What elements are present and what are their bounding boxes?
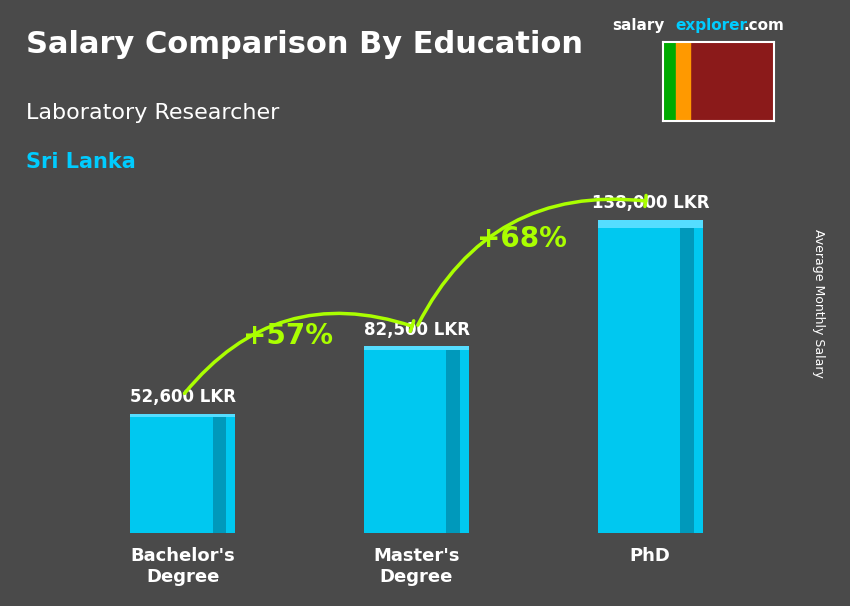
Bar: [446, 346, 460, 533]
Bar: [663, 42, 718, 121]
Text: Salary Comparison By Education: Salary Comparison By Education: [26, 30, 582, 59]
Text: 52,600 LKR: 52,600 LKR: [130, 388, 235, 407]
Bar: [130, 414, 235, 417]
Text: +68%: +68%: [477, 225, 567, 253]
Bar: [663, 42, 677, 121]
Bar: [364, 346, 469, 350]
Bar: [598, 220, 703, 227]
Bar: [718, 42, 774, 121]
Bar: [130, 414, 235, 533]
Text: Average Monthly Salary: Average Monthly Salary: [812, 228, 824, 378]
Bar: [598, 219, 703, 533]
Text: Sri Lanka: Sri Lanka: [26, 152, 135, 171]
Text: +57%: +57%: [243, 322, 333, 350]
Text: .com: .com: [744, 18, 785, 33]
Text: explorer: explorer: [676, 18, 748, 33]
Text: Laboratory Researcher: Laboratory Researcher: [26, 103, 279, 123]
Text: salary: salary: [612, 18, 665, 33]
Text: 138,000 LKR: 138,000 LKR: [592, 195, 709, 213]
Bar: [212, 414, 226, 533]
Bar: [364, 346, 469, 533]
Text: 82,500 LKR: 82,500 LKR: [364, 321, 469, 339]
Bar: [680, 219, 694, 533]
Bar: [677, 42, 689, 121]
